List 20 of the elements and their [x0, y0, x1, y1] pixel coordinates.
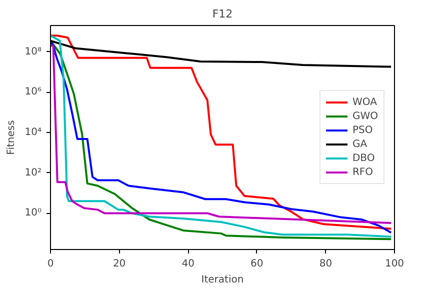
x-tick-label: 0	[47, 258, 54, 270]
x-tick-label: 60	[250, 258, 264, 270]
legend-label: WOA	[352, 96, 377, 108]
x-tick-label: 40	[182, 258, 194, 270]
legend-label: RFO	[352, 166, 374, 178]
legend-label: GWO	[352, 110, 378, 122]
legend-label: GA	[352, 138, 368, 150]
chart-title: F12	[212, 8, 233, 20]
x-tick-label: 100	[384, 258, 404, 270]
x-tick-label: 20	[112, 258, 126, 270]
legend-label: DBO	[352, 152, 375, 164]
y-tick-label: 10⁴	[24, 127, 42, 138]
x-tick-label: 80	[319, 258, 332, 270]
legend-label: PSO	[352, 124, 373, 136]
x-axis-title: Iteration	[201, 274, 244, 286]
y-axis-title: Fitness	[6, 120, 17, 155]
y-tick-label: 10⁸	[24, 46, 42, 58]
y-tick-label: 10⁶	[24, 86, 42, 98]
y-tick-label: 10²	[24, 167, 42, 178]
y-tick-label: 10⁰	[24, 208, 42, 219]
